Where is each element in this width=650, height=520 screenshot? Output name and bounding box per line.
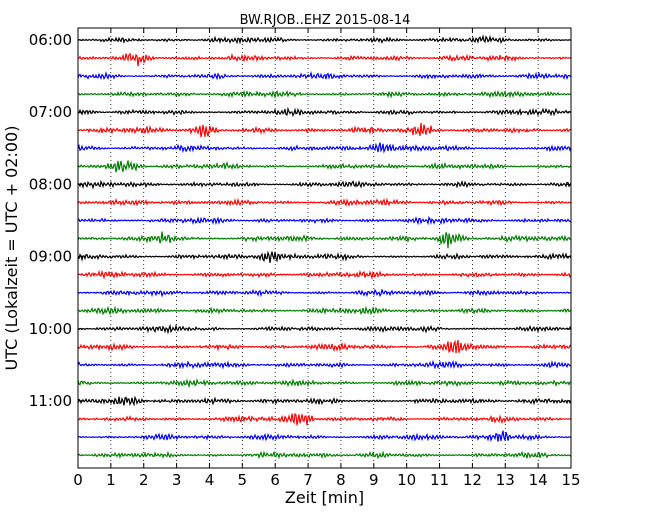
trace-line bbox=[77, 339, 572, 354]
x-tick-label: 1 bbox=[106, 471, 116, 489]
trace-line bbox=[77, 122, 572, 138]
x-tick-label: 14 bbox=[529, 471, 548, 489]
plot-frame bbox=[77, 27, 572, 469]
chart-title: BW.RJOB..EHZ 2015-08-14 bbox=[240, 13, 411, 28]
trace-line bbox=[77, 250, 572, 263]
x-axis-label: Zeit [min] bbox=[285, 488, 364, 507]
trace-line bbox=[77, 323, 572, 335]
trace-line bbox=[77, 70, 572, 81]
trace-line bbox=[77, 305, 572, 316]
x-tick-label: 6 bbox=[270, 471, 280, 489]
y-tick-label: 07:00 bbox=[29, 103, 72, 121]
x-tick-label: 4 bbox=[205, 471, 215, 489]
trace-line bbox=[77, 288, 572, 298]
trace-line bbox=[77, 359, 572, 370]
x-tick-label: 15 bbox=[561, 471, 580, 489]
y-tick-label: 06:00 bbox=[29, 31, 72, 49]
grid-lines bbox=[110, 28, 539, 468]
trace-line bbox=[77, 52, 572, 67]
trace-line bbox=[77, 395, 572, 407]
x-tick-label: 13 bbox=[496, 471, 515, 489]
x-tick-label: 0 bbox=[73, 471, 83, 489]
y-tick-label: 08:00 bbox=[29, 175, 72, 193]
y-axis-label: UTC (Lokalzeit = UTC + 02:00) bbox=[2, 126, 21, 371]
x-tick-label: 8 bbox=[336, 471, 346, 489]
trace-line bbox=[77, 231, 572, 249]
x-tick-label: 7 bbox=[303, 471, 313, 489]
trace-line bbox=[77, 269, 572, 280]
trace-line bbox=[77, 450, 572, 460]
trace-line bbox=[77, 89, 572, 100]
x-tick-label: 9 bbox=[369, 471, 379, 489]
y-tick-label: 11:00 bbox=[29, 392, 72, 410]
x-tick-label: 3 bbox=[172, 471, 182, 489]
trace-line bbox=[77, 142, 572, 154]
x-tick-label: 11 bbox=[430, 471, 449, 489]
y-tick-label: 09:00 bbox=[29, 248, 72, 266]
trace-line bbox=[77, 412, 572, 426]
trace-line bbox=[77, 179, 572, 190]
trace-line bbox=[77, 160, 572, 173]
trace-line bbox=[77, 106, 572, 118]
trace-line bbox=[77, 34, 572, 45]
x-tick-label: 2 bbox=[139, 471, 149, 489]
y-axis-ticks: 06:00 07:00 08:00 09:00 10:00 11:00 bbox=[29, 31, 571, 410]
x-axis-ticks: 0 1 2 3 4 5 6 7 8 9 10 11 12 13 14 15 bbox=[73, 28, 581, 489]
trace-line bbox=[77, 215, 572, 226]
x-tick-label: 10 bbox=[397, 471, 416, 489]
trace-line bbox=[77, 197, 572, 207]
trace-line bbox=[77, 378, 572, 389]
x-tick-label: 5 bbox=[238, 471, 248, 489]
y-tick-label: 10:00 bbox=[29, 320, 72, 338]
trace-line bbox=[77, 430, 572, 443]
x-tick-label: 12 bbox=[463, 471, 482, 489]
seismogram-traces bbox=[77, 34, 572, 460]
